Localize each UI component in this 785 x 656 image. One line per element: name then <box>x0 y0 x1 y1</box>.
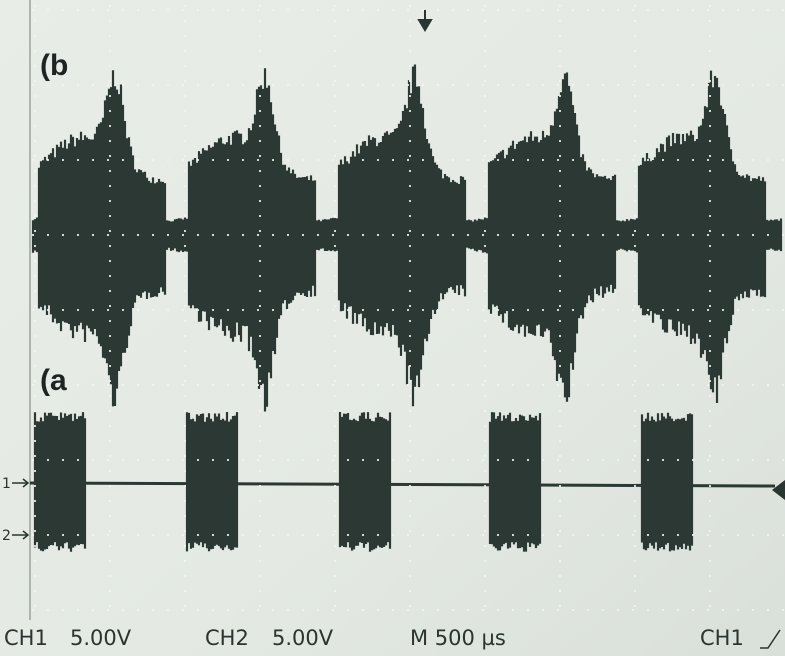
status-ch1: CH1 <box>4 626 48 650</box>
trigger-slope-icon <box>760 629 781 649</box>
status-ch2: CH2 <box>205 626 249 650</box>
graticule <box>32 5 785 615</box>
status-ch2-scale: 5.00V <box>272 626 334 650</box>
status-trigger-source: CH1 <box>700 626 744 650</box>
ch1-marker-arrow <box>12 478 30 488</box>
ch2-marker-arrow <box>12 530 30 540</box>
status-ch1-scale: 5.00V <box>70 626 132 650</box>
status-timebase: M 500 µs <box>410 626 506 650</box>
trace-label-a: (a <box>40 364 67 397</box>
waveforms <box>29 64 783 552</box>
ch2-marker: 2 <box>2 528 11 544</box>
trace-label-b: (b <box>40 49 68 82</box>
trigger-position-arrow <box>417 10 433 32</box>
trigger-level-arrow <box>772 480 785 500</box>
trace-a-baseline <box>29 481 776 488</box>
ch1-marker: 1 <box>2 476 11 492</box>
